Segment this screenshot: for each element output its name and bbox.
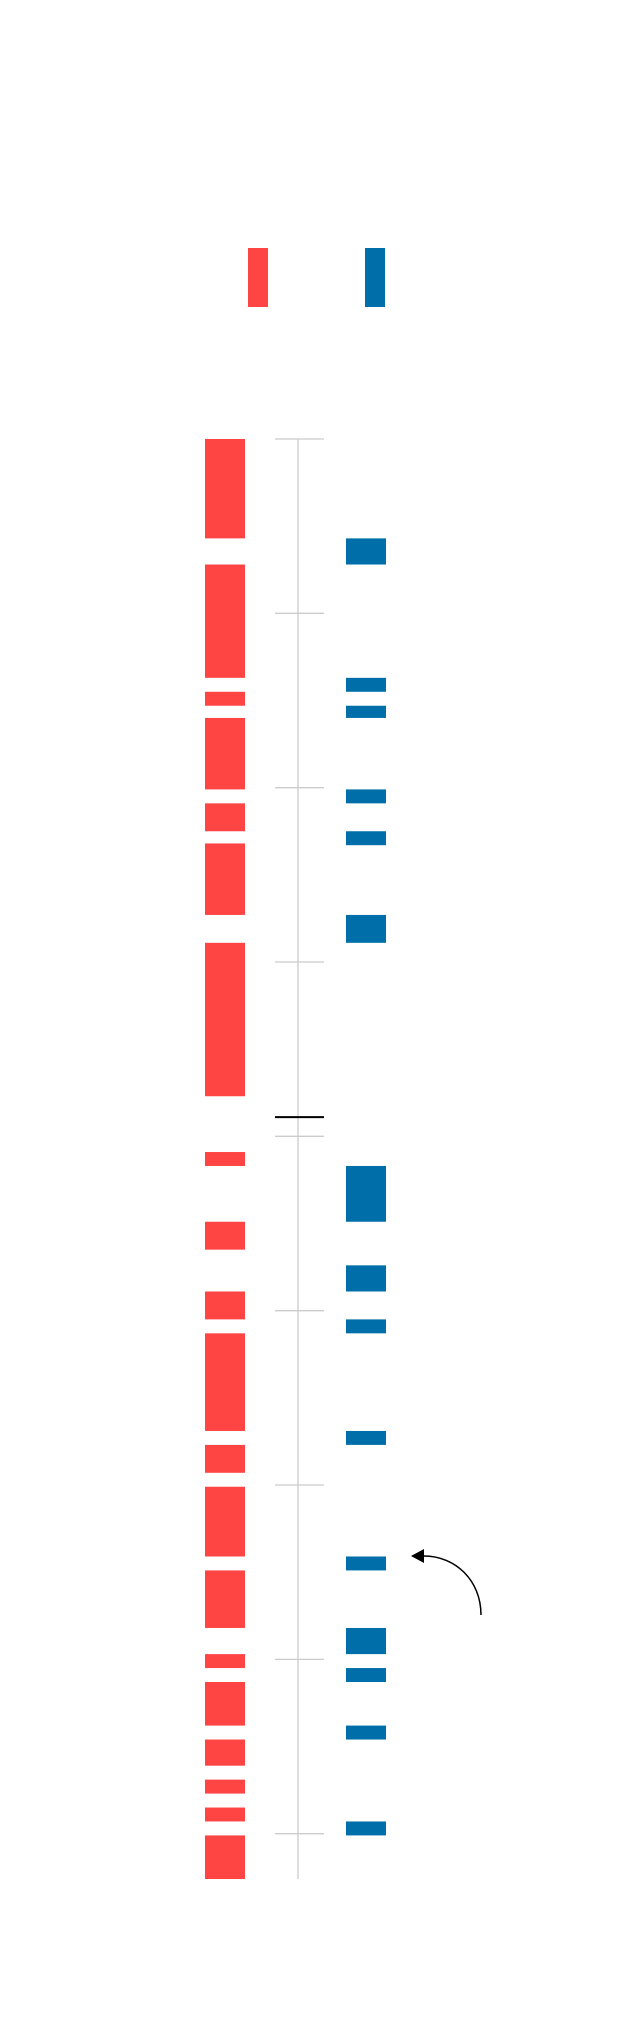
interval-bar xyxy=(346,914,386,943)
legend-swatch xyxy=(248,248,268,307)
interval-bar xyxy=(205,1835,245,1879)
interval-bar xyxy=(205,1333,245,1431)
interval-bar xyxy=(346,1668,386,1683)
interval-bar xyxy=(205,1682,245,1726)
interval-bar xyxy=(205,691,245,706)
interval-bar xyxy=(205,803,245,832)
interval-bar xyxy=(346,789,386,804)
interval-bar xyxy=(205,942,245,1097)
interval-bar xyxy=(205,1221,245,1250)
interval-bar xyxy=(346,831,386,846)
interval-bar xyxy=(205,843,245,915)
interval-bar xyxy=(346,1165,386,1222)
interval-bar xyxy=(205,1739,245,1766)
interval-bar xyxy=(205,1291,245,1320)
interval-bar xyxy=(205,1486,245,1557)
interval-bar xyxy=(205,1807,245,1822)
interval-bar xyxy=(205,564,245,678)
interval-bar xyxy=(346,1265,386,1292)
legend-swatch xyxy=(365,248,385,307)
interval-bar xyxy=(346,1725,386,1740)
interval-bar xyxy=(205,1570,245,1628)
interval-bar xyxy=(346,1821,386,1836)
interval-bar xyxy=(346,1627,386,1655)
interval-bar xyxy=(205,1444,245,1473)
interval-bar xyxy=(346,705,386,718)
interval-bar xyxy=(346,1319,386,1334)
interval-bar xyxy=(346,538,386,565)
interval-bar xyxy=(346,677,386,692)
annotation-arrow xyxy=(423,1555,482,1616)
interval-bar xyxy=(205,1654,245,1669)
arrow-head xyxy=(411,1549,424,1563)
interval-bar xyxy=(346,1430,386,1445)
interval-bar xyxy=(205,439,245,539)
interval-bar xyxy=(346,1556,386,1571)
interval-bar xyxy=(205,1779,245,1794)
interval-bar xyxy=(205,717,245,790)
interval-bar xyxy=(205,1152,245,1166)
